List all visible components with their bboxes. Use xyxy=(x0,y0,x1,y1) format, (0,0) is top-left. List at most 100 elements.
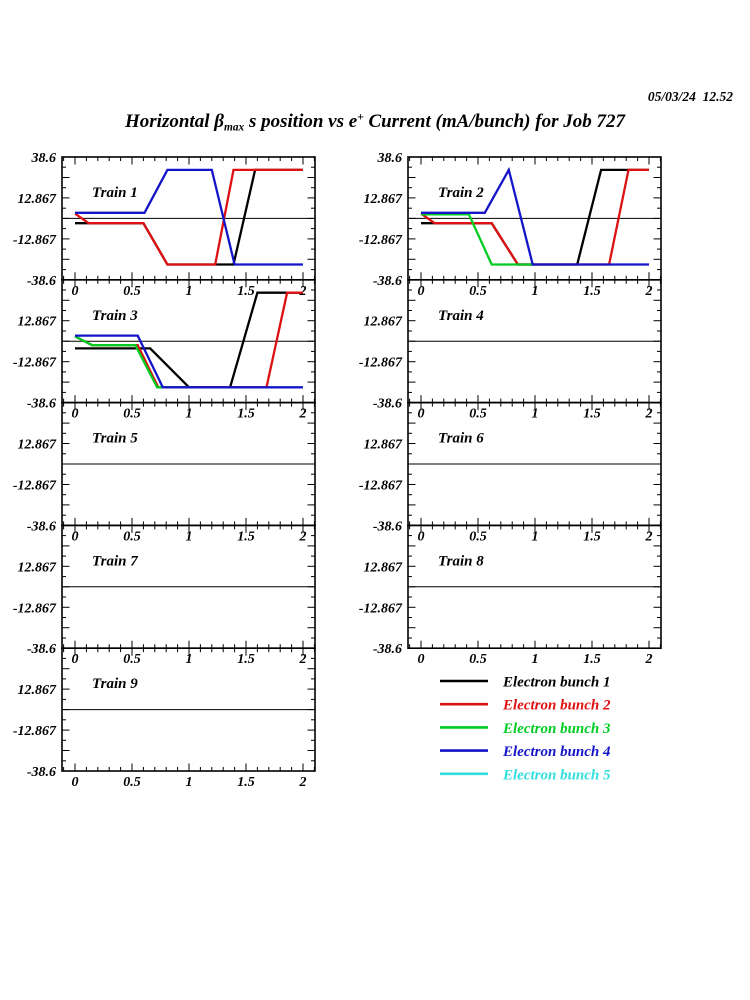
legend-label: Electron bunch 2 xyxy=(502,698,611,714)
panel-train-6: 0 0.5 1 1.5 2 12.867 -12.867 -38.6 Train 6 xyxy=(359,401,662,544)
x-tick-label: 0 xyxy=(72,529,79,544)
x-tick-label: 0 xyxy=(72,284,79,299)
y-tick-label: -12.867 xyxy=(13,479,57,494)
y-tick-label: 12.867 xyxy=(18,438,58,453)
legend-label: Electron bunch 3 xyxy=(502,721,611,737)
x-tick-label: 1 xyxy=(532,652,539,667)
title-part: Current (mA/bunch) for Job 727 xyxy=(363,111,625,132)
y-tick-label: -12.867 xyxy=(13,724,57,739)
train-label: Train 1 xyxy=(92,185,138,201)
x-tick-label: 1 xyxy=(186,284,193,299)
x-tick-label: 2 xyxy=(645,407,653,422)
x-tick-label: 0 xyxy=(418,284,425,299)
x-tick-label: 1.5 xyxy=(583,652,601,667)
y-tick-label: -38.6 xyxy=(373,397,402,412)
x-tick-label: 0.5 xyxy=(123,652,141,667)
x-tick-label: 1.5 xyxy=(237,529,255,544)
x-tick-label: 0 xyxy=(418,529,425,544)
panel-train-4: 0 0.5 1 1.5 2 12.867 -12.867 -38.6 Train 4 xyxy=(359,278,662,422)
series-line-electron-bunch-4 xyxy=(75,168,303,266)
x-tick-label: 2 xyxy=(299,775,307,790)
x-tick-label: 2 xyxy=(299,652,307,667)
panel-train-2: 0 0.5 1 1.5 2 38.6 12.867 -12.867 -38.6 Train 2 xyxy=(359,151,662,299)
y-tick-label: -38.6 xyxy=(27,274,56,289)
x-tick-label: 0.5 xyxy=(469,284,487,299)
y-tick-label: -38.6 xyxy=(27,642,56,657)
train-label: Train 7 xyxy=(92,553,138,569)
legend: Electron bunch 1 Electron bunch 2 Electron… xyxy=(440,675,611,783)
x-tick-label: 1.5 xyxy=(583,407,601,422)
train-label: Train 3 xyxy=(92,308,138,324)
legend-label: Electron bunch 4 xyxy=(502,744,611,760)
x-tick-label: 0 xyxy=(72,652,79,667)
y-tick-label: 12.867 xyxy=(364,315,404,330)
y-tick-label: -12.867 xyxy=(359,233,403,248)
train-label: Train 8 xyxy=(438,553,484,569)
x-tick-label: 2 xyxy=(645,652,653,667)
x-tick-label: 0.5 xyxy=(123,284,141,299)
series-line-electron-bunch-3 xyxy=(421,213,535,266)
panel-train-7: 0 0.5 1 1.5 2 12.867 -12.867 -38.6 Train 7 xyxy=(13,524,316,667)
x-tick-label: 0.5 xyxy=(123,407,141,422)
x-tick-label: 2 xyxy=(645,284,653,299)
x-tick-label: 0.5 xyxy=(469,529,487,544)
x-tick-label: 1.5 xyxy=(237,652,255,667)
x-tick-label: 1 xyxy=(532,284,539,299)
train-label: Train 6 xyxy=(438,431,484,447)
x-tick-label: 1 xyxy=(186,775,193,790)
y-tick-label: 12.867 xyxy=(364,192,404,207)
y-tick-label: 12.867 xyxy=(364,438,404,453)
train-label: Train 2 xyxy=(438,185,484,201)
x-tick-label: 0.5 xyxy=(469,407,487,422)
x-tick-label: 1 xyxy=(186,652,193,667)
panel-train-1: 0 0.5 1 1.5 2 38.6 12.867 -12.867 -38.6 Train 1 xyxy=(13,151,316,299)
title-part: s position vs e xyxy=(244,111,358,132)
x-tick-label: 1 xyxy=(532,529,539,544)
train-label: Train 5 xyxy=(92,431,138,447)
y-tick-label: -38.6 xyxy=(373,642,402,657)
y-tick-label: -12.867 xyxy=(13,356,57,371)
x-tick-label: 1 xyxy=(532,407,539,422)
y-tick-label: -12.867 xyxy=(13,601,57,616)
x-tick-label: 1.5 xyxy=(237,284,255,299)
series-line-electron-bunch-4 xyxy=(75,334,303,389)
x-tick-label: 2 xyxy=(299,284,307,299)
y-tick-label: -38.6 xyxy=(27,397,56,412)
x-tick-label: 0.5 xyxy=(123,529,141,544)
series-line-electron-bunch-3 xyxy=(74,335,195,389)
y-tick-label: 12.867 xyxy=(364,560,404,575)
x-tick-label: 1.5 xyxy=(237,407,255,422)
y-tick-label: -12.867 xyxy=(13,233,57,248)
y-tick-label: 12.867 xyxy=(18,560,58,575)
y-tick-label: -38.6 xyxy=(27,519,56,534)
train-label: Train 4 xyxy=(438,308,484,324)
series-line-electron-bunch-2 xyxy=(74,168,303,266)
y-tick-label: -38.6 xyxy=(373,519,402,534)
y-tick-label: 12.867 xyxy=(18,315,58,330)
beta-subscript: max xyxy=(223,121,245,134)
timestamp: 05/03/24 12.52 xyxy=(647,89,733,104)
x-tick-label: 0 xyxy=(418,407,425,422)
x-tick-label: 1.5 xyxy=(583,284,601,299)
panel-train-9: 0 0.5 1 1.5 2 12.867 -12.867 -38.6 Train 9 xyxy=(13,647,316,790)
x-tick-label: 2 xyxy=(299,529,307,544)
x-tick-label: 0 xyxy=(418,652,425,667)
y-tick-label: -12.867 xyxy=(359,356,403,371)
x-tick-label: 1.5 xyxy=(583,529,601,544)
y-tick-label: -12.867 xyxy=(359,601,403,616)
legend-label: Electron bunch 5 xyxy=(502,767,611,783)
y-tick-label: 38.6 xyxy=(377,151,403,166)
y-tick-label: 38.6 xyxy=(31,151,57,166)
x-tick-label: 2 xyxy=(299,407,307,422)
series-line-electron-bunch-4 xyxy=(421,166,649,266)
x-tick-label: 1 xyxy=(186,529,193,544)
x-tick-label: 1 xyxy=(186,407,193,422)
beta-symbol: β xyxy=(214,111,224,132)
train-label: Train 9 xyxy=(92,676,138,692)
panel-train-8: 0 0.5 1 1.5 2 12.867 -12.867 -38.6 Train 8 xyxy=(359,524,662,667)
y-tick-label: 12.867 xyxy=(18,683,58,698)
x-tick-label: 0.5 xyxy=(123,775,141,790)
title-part: Horizontal xyxy=(125,111,215,132)
